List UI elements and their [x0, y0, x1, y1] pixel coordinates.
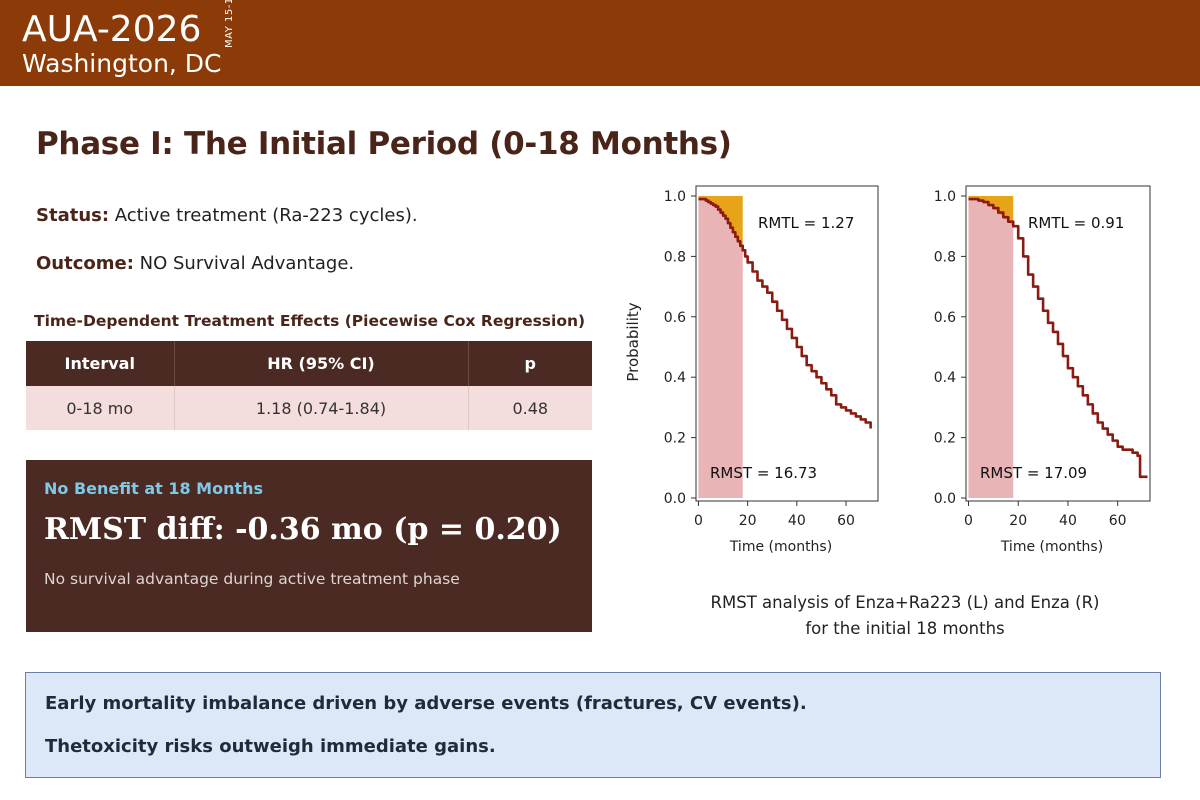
- header-hr: HR (95% CI): [174, 341, 469, 386]
- conference-dates: MAY 15-18: [224, 0, 235, 48]
- chart-right-rmtl-area: [968, 196, 1014, 227]
- chart-right-ytick-label: 0.8: [934, 249, 956, 265]
- header-interval: Interval: [26, 341, 175, 386]
- chart-left-ytick-label: 1.0: [664, 189, 686, 205]
- chart-right-ytick-label: 0.2: [934, 431, 956, 447]
- chart-left-ylabel: Probability: [624, 302, 642, 381]
- outcome-line: Outcome: NO Survival Advantage.: [36, 253, 354, 274]
- chart-left-ytick-label: 0.0: [664, 491, 686, 507]
- chart-left-ytick-label: 0.6: [664, 310, 686, 326]
- chart-right-ytick-label: 0.0: [934, 491, 956, 507]
- callout-subtext: No survival advantage during active trea…: [44, 570, 460, 588]
- cell-interval: 0-18 mo: [26, 386, 175, 430]
- chart-caption-line2: for the initial 18 months: [805, 619, 1005, 638]
- chart-right-xtick-label: 0: [964, 513, 973, 529]
- chart-left-rmtl-area: [698, 196, 743, 251]
- header-p: p: [468, 341, 592, 386]
- callout-heading: No Benefit at 18 Months: [44, 479, 264, 498]
- chart-right-xtick-label: 20: [1009, 513, 1027, 529]
- chart-left-frame: [695, 185, 879, 502]
- chart-right-xtick-label: 60: [1109, 513, 1127, 529]
- cox-regression-table: Interval HR (95% CI) p 0-18 mo 1.18 (0.7…: [26, 341, 592, 430]
- chart-right-ytick-label: 0.6: [934, 310, 956, 326]
- status-label: Status:: [36, 205, 110, 226]
- rmst-callout: No Benefit at 18 Months RMST diff: -0.36…: [26, 460, 592, 632]
- chart-right-frame: [965, 185, 1151, 502]
- cell-hr: 1.18 (0.74-1.84): [174, 386, 469, 430]
- conference-location: Washington, DC: [22, 49, 222, 78]
- chart-left-rmst-area: [698, 199, 743, 498]
- chart-left-ytick-label: 0.4: [664, 370, 686, 386]
- chart-right-ytick-label: 1.0: [934, 189, 956, 205]
- outcome-label: Outcome:: [36, 253, 134, 274]
- rmst-charts: 0.0 0.2 0.4 0.6 0.8 1.0 0 20 40 60 Time (months) Pr…: [624, 185, 1151, 555]
- callout-main: RMST diff: -0.36 mo (p = 0.20): [44, 512, 562, 547]
- header-bar: AUA-2026 Washington, DC MAY 15-18: [0, 0, 1200, 86]
- table-title: Time-Dependent Treatment Effects (Piecew…: [34, 312, 586, 330]
- chart-left-ytick-label: 0.8: [664, 249, 686, 265]
- takeaway-line-2: Thetoxicity risks outweigh immediate gai…: [45, 736, 496, 757]
- table-header-row: Interval HR (95% CI) p: [26, 341, 592, 386]
- chart-caption-line1: RMST analysis of Enza+Ra223 (L) and Enza…: [710, 593, 1100, 612]
- chart-right-rmst-area: [968, 199, 1014, 498]
- chart-right-survival-curve: [968, 197, 1148, 479]
- chart-left-ytick-label: 0.2: [664, 431, 686, 447]
- chart-left-xtick-label: 60: [837, 513, 855, 529]
- chart-left-xtick-label: 20: [739, 513, 757, 529]
- chart-left-rmtl-label: RMTL = 1.27: [758, 214, 854, 232]
- chart-left-xtick-label: 40: [788, 513, 806, 529]
- chart-left-survival-curve: [698, 197, 872, 429]
- chart-left-xtick-label: 0: [694, 513, 703, 529]
- slide-title: Phase I: The Initial Period (0-18 Months…: [36, 126, 732, 162]
- cell-p: 0.48: [468, 386, 592, 430]
- chart-right-rmtl-label: RMTL = 0.91: [1028, 214, 1124, 232]
- status-text: Active treatment (Ra-223 cycles).: [109, 205, 418, 226]
- chart-caption: RMST analysis of Enza+Ra223 (L) and Enza…: [650, 590, 1160, 642]
- takeaway-line-1: Early mortality imbalance driven by adve…: [45, 693, 807, 714]
- chart-right-xlabel: Time (months): [1000, 539, 1103, 555]
- chart-right-ytick-label: 0.4: [934, 370, 956, 386]
- chart-left-rmst-label: RMST = 16.73: [710, 464, 817, 482]
- chart-right-rmst-label: RMST = 17.09: [980, 464, 1087, 482]
- status-line: Status: Active treatment (Ra-223 cycles)…: [36, 205, 418, 226]
- conference-name: AUA-2026: [22, 9, 202, 50]
- chart-right-xtick-label: 40: [1059, 513, 1077, 529]
- chart-left-xlabel: Time (months): [729, 539, 832, 555]
- outcome-text: NO Survival Advantage.: [133, 253, 355, 274]
- table-row: 0-18 mo 1.18 (0.74-1.84) 0.48: [26, 386, 592, 430]
- key-takeaway-box: Early mortality imbalance driven by adve…: [25, 672, 1161, 778]
